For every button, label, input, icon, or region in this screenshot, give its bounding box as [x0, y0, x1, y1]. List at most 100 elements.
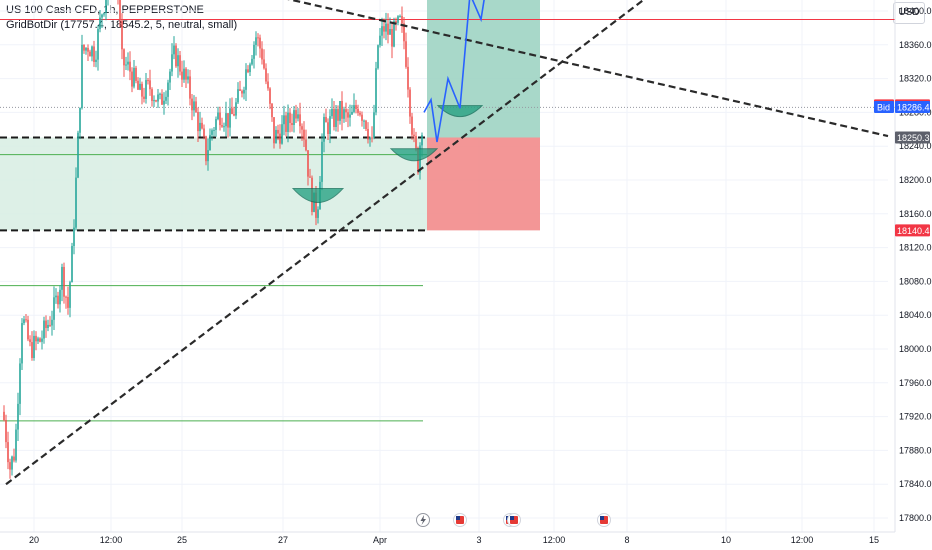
candle	[143, 87, 145, 103]
candle	[185, 67, 187, 88]
candle	[183, 60, 185, 83]
candle-body	[287, 112, 289, 132]
candle	[279, 124, 281, 149]
candle-body	[227, 113, 229, 128]
candle	[91, 45, 93, 62]
demand-zone	[0, 137, 427, 231]
candle	[119, 0, 121, 28]
currency-button[interactable]: USD	[893, 2, 925, 24]
candle-body	[215, 119, 217, 130]
candle	[47, 319, 49, 332]
candle	[33, 330, 35, 361]
candle-body	[151, 89, 153, 101]
candle	[67, 286, 69, 315]
candle-body	[217, 112, 219, 120]
candle	[359, 110, 361, 117]
candle	[351, 104, 353, 116]
candle-body	[241, 90, 243, 94]
candle	[203, 124, 205, 140]
candle	[227, 113, 229, 138]
candle-body	[41, 338, 43, 342]
candle-body	[79, 107, 81, 133]
candle-body	[253, 44, 255, 59]
candle-body	[323, 116, 325, 142]
candle-body	[43, 320, 45, 339]
candle-body	[343, 109, 345, 119]
time-tick-label: 12:00	[543, 535, 566, 545]
candle-body	[379, 35, 381, 46]
candle-body	[353, 105, 355, 112]
candle	[343, 106, 345, 123]
candle	[51, 310, 53, 336]
candle	[5, 414, 7, 449]
candle	[361, 111, 363, 127]
candle	[325, 108, 327, 123]
candle-body	[185, 68, 187, 80]
candle-body	[335, 109, 337, 127]
candle	[387, 13, 389, 44]
candle-body	[23, 319, 25, 324]
candle-body	[139, 83, 141, 90]
price-tick-label: 18040.0	[899, 310, 932, 320]
candle-body	[37, 338, 39, 342]
candle-body	[85, 47, 87, 51]
candle	[299, 102, 301, 134]
time-axis: 20 12:00 25 27 Apr 3 12:00 8 10 12:00 15	[0, 531, 895, 545]
candle-body	[279, 133, 281, 144]
candle-body	[413, 134, 415, 137]
candle-body	[327, 122, 329, 134]
candle-body	[27, 319, 29, 340]
candle-body	[49, 324, 51, 326]
candle	[217, 106, 219, 121]
candle-body	[135, 67, 137, 81]
candle-body	[7, 442, 9, 463]
candle	[231, 97, 233, 115]
candle	[247, 65, 249, 74]
candle-body	[271, 103, 273, 118]
candle	[375, 61, 377, 116]
candle	[197, 107, 199, 143]
candle	[19, 358, 21, 416]
price-tick-label: 17960.0	[899, 378, 932, 388]
price-tick-label: 17800.0	[899, 513, 932, 523]
candle	[65, 295, 67, 309]
candle-body	[99, 17, 101, 30]
candle-body	[13, 456, 15, 461]
candle-body	[171, 54, 173, 72]
tag-value: 18140.4	[897, 226, 930, 236]
price-tag: Bid 18286.4	[874, 100, 930, 113]
candle-body	[381, 26, 383, 36]
candle	[29, 335, 31, 347]
tag-label-box	[874, 100, 894, 113]
candle-body	[55, 295, 57, 298]
candle	[43, 316, 45, 344]
candle-body	[39, 338, 41, 342]
candle	[249, 62, 251, 77]
candle-body	[405, 41, 407, 67]
price-axis: 17800.0 17840.0 17880.0 17920.0 17960.0 18000…	[894, 0, 932, 532]
candle	[151, 87, 153, 107]
tag-value: 18286.4	[897, 102, 930, 112]
candle-body	[219, 112, 221, 126]
price-tick-label: 17920.0	[899, 412, 932, 422]
candle	[145, 73, 147, 104]
candle	[13, 448, 15, 463]
candle-body	[351, 111, 353, 115]
price-tick-label: 18240.0	[899, 141, 932, 151]
candle	[235, 97, 237, 120]
candle-body	[163, 100, 165, 105]
right-shoulder-cup	[389, 148, 439, 162]
candle-body	[211, 130, 213, 135]
tag-value-box	[895, 131, 930, 144]
price-tick-label: 17840.0	[899, 479, 932, 489]
candle	[275, 126, 277, 144]
candle-body	[73, 227, 75, 247]
time-tick-label: 15	[869, 535, 879, 545]
candle	[81, 34, 83, 110]
candle-body	[259, 37, 261, 49]
candle-body	[17, 403, 19, 430]
candle-body	[57, 295, 59, 305]
candle-body	[179, 55, 181, 72]
candle	[239, 80, 241, 92]
